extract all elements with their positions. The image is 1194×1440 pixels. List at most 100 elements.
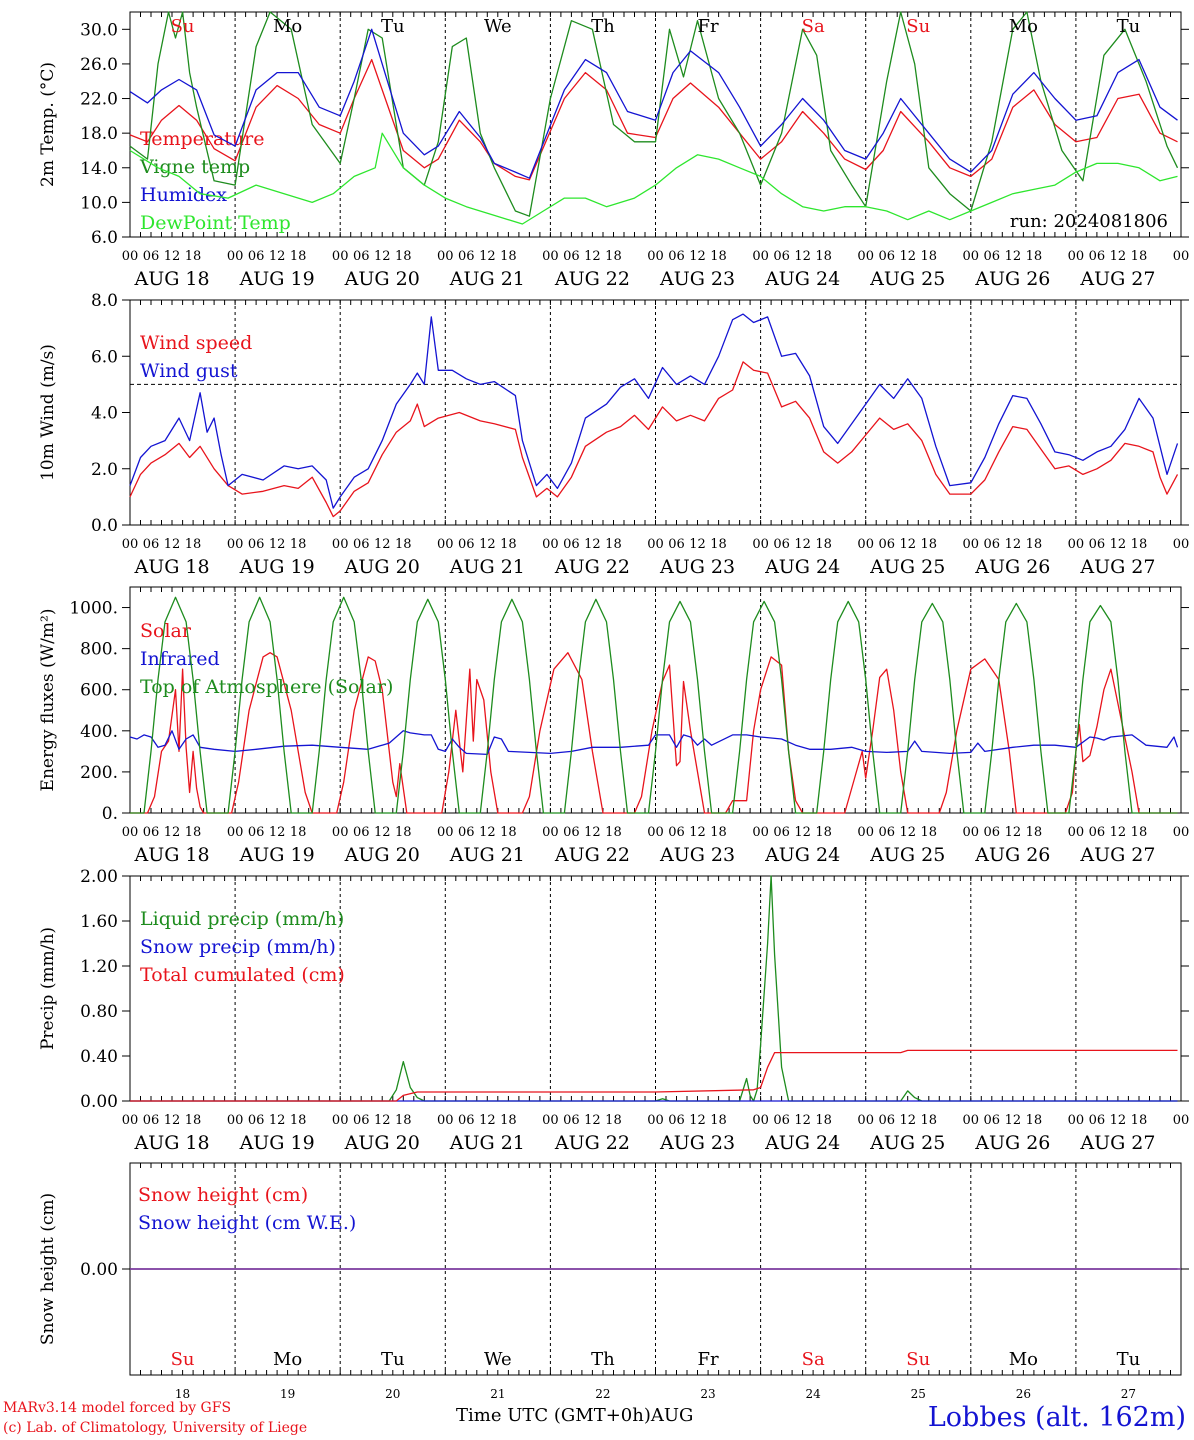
y-tick-label: 2.00 xyxy=(80,867,118,887)
day-number-label: 25 xyxy=(911,1387,926,1401)
y-tick-label: 1.20 xyxy=(80,957,118,977)
hour-tick-label: 06 xyxy=(353,1113,370,1128)
hour-tick-label: 00 xyxy=(857,249,874,264)
hour-tick-label: 12 xyxy=(164,249,181,264)
day-date-label: AUG 20 xyxy=(344,268,420,290)
day-date-label: AUG 18 xyxy=(133,844,209,866)
hour-tick-label: 18 xyxy=(1026,537,1043,552)
hour-tick-label: 06 xyxy=(984,537,1001,552)
weekday-label: Mo xyxy=(273,1349,302,1370)
hour-tick-label: 18 xyxy=(185,537,202,552)
weekday-label: Su xyxy=(171,16,195,37)
day-date-label: AUG 23 xyxy=(659,556,735,578)
hour-tick-label: 06 xyxy=(1089,825,1106,840)
series-line-2 xyxy=(129,730,1179,756)
hour-tick-label: 06 xyxy=(248,1113,265,1128)
hour-tick-label: 06 xyxy=(143,825,160,840)
day-date-label: AUG 19 xyxy=(239,844,315,866)
y-tick-label: 0.00 xyxy=(80,1092,118,1112)
weekday-label: Fr xyxy=(698,1349,719,1370)
hour-tick-label: 18 xyxy=(395,249,412,264)
hour-tick-label: 00 xyxy=(122,825,139,840)
day-date-label: AUG 27 xyxy=(1079,844,1155,866)
hour-tick-label: 00 xyxy=(227,825,244,840)
hour-tick-label: 00 xyxy=(1173,825,1190,840)
legend-entry-3: Top of Atmosphere (Solar) xyxy=(140,676,393,698)
hour-tick-label: 06 xyxy=(353,825,370,840)
hour-tick-label: 18 xyxy=(920,825,937,840)
hour-tick-label: 06 xyxy=(984,1113,1001,1128)
hour-tick-label: 12 xyxy=(1110,537,1127,552)
hour-tick-label: 06 xyxy=(458,537,475,552)
hour-tick-label: 06 xyxy=(668,249,685,264)
weekday-label: Mo xyxy=(273,16,302,37)
hour-tick-label: 00 xyxy=(857,825,874,840)
hour-tick-label: 12 xyxy=(1005,1113,1022,1128)
hour-tick-label: 18 xyxy=(710,1113,727,1128)
weekday-label: Tu xyxy=(1117,1349,1141,1370)
hour-tick-label: 12 xyxy=(584,1113,601,1128)
y-tick-label: 1.60 xyxy=(80,912,118,932)
hour-tick-label: 12 xyxy=(689,825,706,840)
hour-tick-label: 18 xyxy=(710,249,727,264)
hour-tick-label: 00 xyxy=(122,249,139,264)
day-date-label: AUG 26 xyxy=(974,844,1050,866)
weekday-label: Th xyxy=(591,16,615,37)
hour-tick-label: 18 xyxy=(605,1113,622,1128)
hour-tick-label: 06 xyxy=(248,537,265,552)
weekday-label: Mo xyxy=(1009,1349,1038,1370)
series-line-2 xyxy=(129,313,1179,509)
hour-tick-label: 12 xyxy=(269,537,286,552)
day-date-label: AUG 22 xyxy=(554,556,630,578)
hour-tick-label: 18 xyxy=(500,1113,517,1128)
panel-3: 0. 200. 400. 600. 800. 1000. Energy fluxes (W/… xyxy=(38,586,1190,866)
hour-tick-label: 06 xyxy=(143,249,160,264)
hour-tick-label: 12 xyxy=(1110,825,1127,840)
hour-tick-label: 00 xyxy=(332,825,349,840)
day-date-label: AUG 27 xyxy=(1079,1132,1155,1154)
y-tick-label: 2.0 xyxy=(91,460,118,480)
hour-tick-label: 00 xyxy=(542,1113,559,1128)
hour-tick-label: 00 xyxy=(227,249,244,264)
hour-tick-label: 18 xyxy=(920,249,937,264)
hour-tick-label: 00 xyxy=(1173,1113,1190,1128)
hour-tick-label: 12 xyxy=(269,1113,286,1128)
hour-tick-label: 18 xyxy=(290,537,307,552)
hour-tick-label: 18 xyxy=(920,537,937,552)
hour-tick-label: 06 xyxy=(458,825,475,840)
hour-tick-label: 06 xyxy=(878,249,895,264)
weekday-label: Th xyxy=(591,1349,615,1370)
legend-entry-4: DewPoint Temp xyxy=(140,212,291,234)
hour-tick-label: 12 xyxy=(479,825,496,840)
hour-tick-label: 12 xyxy=(374,825,391,840)
hour-tick-label: 00 xyxy=(122,1113,139,1128)
month-label: AUG xyxy=(650,1405,694,1426)
weekday-label: Sa xyxy=(802,1349,825,1370)
series-line-1 xyxy=(129,58,1178,181)
y-tick-label: 4.0 xyxy=(91,404,118,424)
legend-entry-3: Humidex xyxy=(140,184,227,206)
day-date-label: AUG 24 xyxy=(764,1132,840,1154)
hour-tick-label: 12 xyxy=(689,537,706,552)
hour-tick-label: 06 xyxy=(563,537,580,552)
hour-tick-label: 12 xyxy=(164,825,181,840)
hour-tick-label: 12 xyxy=(899,1113,916,1128)
hour-tick-label: 12 xyxy=(794,1113,811,1128)
hour-tick-label: 00 xyxy=(227,1113,244,1128)
hour-tick-label: 12 xyxy=(1005,825,1022,840)
hour-tick-label: 00 xyxy=(332,1113,349,1128)
day-number-label: 19 xyxy=(280,1387,295,1401)
day-date-label: AUG 23 xyxy=(659,844,735,866)
time-axis-text: Time UTC (GMT+0h) xyxy=(456,1405,651,1426)
day-number-label: 23 xyxy=(700,1387,715,1401)
hour-tick-label: 12 xyxy=(1005,249,1022,264)
day-date-label: AUG 22 xyxy=(554,268,630,290)
y-tick-label: 30.0 xyxy=(80,20,118,40)
hour-tick-label: 00 xyxy=(542,825,559,840)
hour-tick-label: 18 xyxy=(185,1113,202,1128)
hour-tick-label: 00 xyxy=(332,249,349,264)
hour-tick-label: 06 xyxy=(1089,249,1106,264)
day-date-label: AUG 20 xyxy=(344,556,420,578)
credit-line-2: (c) Lab. of Climatology, University of L… xyxy=(3,1420,308,1436)
hour-tick-label: 18 xyxy=(500,249,517,264)
